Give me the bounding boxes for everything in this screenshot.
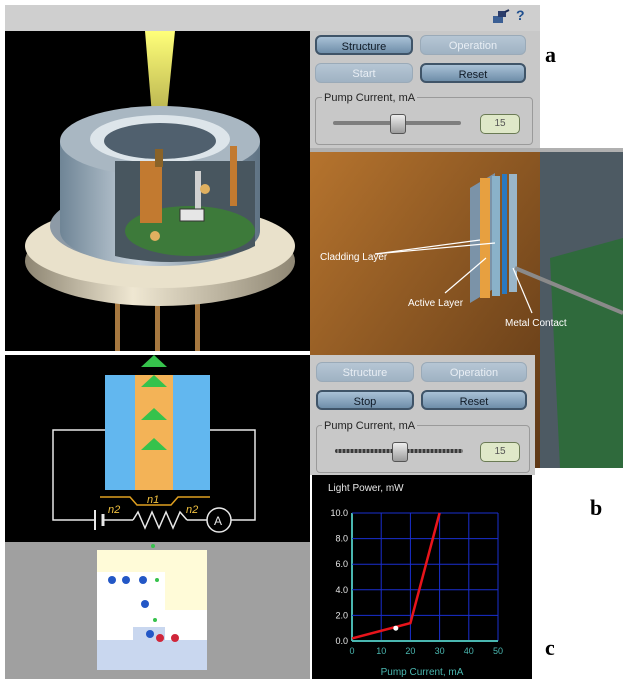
chart-x-tick-label: 0 xyxy=(349,646,354,656)
chart-x-axis-label: Pump Current, mA xyxy=(381,667,464,678)
chart-y-tick-label: 2.0 xyxy=(335,610,348,620)
n2-left-label: n2 xyxy=(108,504,120,516)
light-power-chart: Light Power, mW Pump Current, mA 0 10 20 30… xyxy=(312,475,532,679)
chart-x-tick-label: 10 xyxy=(376,646,386,656)
pin-middle xyxy=(155,286,160,351)
circuit-view: n2 n1 n2 A xyxy=(5,355,310,542)
reset-button-a[interactable]: Reset xyxy=(420,63,526,83)
chart-x-tick-label: 20 xyxy=(405,646,415,656)
active-layer-strip xyxy=(480,178,490,298)
pin-left xyxy=(115,281,120,351)
cladding-layer-label: Cladding Layer xyxy=(320,252,388,263)
laser-package-view xyxy=(5,31,310,351)
start-button-a[interactable]: Start xyxy=(315,63,413,83)
pump-label-a: Pump Current, mA xyxy=(322,92,418,104)
help-icon[interactable]: ? xyxy=(516,7,525,23)
pump-value-a[interactable]: 15 xyxy=(480,114,520,134)
chart-series-line xyxy=(351,512,441,640)
n1-label: n1 xyxy=(147,494,159,506)
stop-button-c[interactable]: Stop xyxy=(316,390,414,410)
top-toolbar xyxy=(5,5,540,31)
structure-button-a[interactable]: Structure xyxy=(315,35,413,55)
network-icon[interactable] xyxy=(492,9,510,25)
band-diagram-view xyxy=(5,542,310,679)
ammeter-label: A xyxy=(214,514,222,528)
pin-right xyxy=(195,281,200,351)
metal-contact-label: Metal Contact xyxy=(505,318,567,329)
chart-x-tick-label: 40 xyxy=(464,646,474,656)
pump-group-a xyxy=(315,97,533,145)
chart-y-tick-label: 4.0 xyxy=(335,585,348,595)
n2-right-label: n2 xyxy=(186,504,198,516)
figure-letter-b: b xyxy=(590,495,603,520)
resistor-icon xyxy=(132,510,188,530)
pump-value-c[interactable]: 15 xyxy=(480,442,520,462)
chart-title: Light Power, mW xyxy=(328,483,404,494)
operation-button-a[interactable]: Operation xyxy=(420,35,526,55)
active-layer-label: Active Layer xyxy=(408,298,464,309)
structure-button-c[interactable]: Structure xyxy=(316,362,414,382)
pump-slider-a-thumb[interactable] xyxy=(390,114,406,134)
chart-x-tick-label: 50 xyxy=(493,646,503,656)
chart-x-tick-label: 30 xyxy=(435,646,445,656)
chart-y-tick-label: 8.0 xyxy=(335,534,348,544)
chart-y-tick-label: 10.0 xyxy=(330,508,348,518)
operation-button-c[interactable]: Operation xyxy=(421,362,527,382)
pump-group-c xyxy=(316,425,530,473)
figure-letter-c: c xyxy=(545,635,555,660)
laser-mount xyxy=(140,161,162,223)
chart-operating-point xyxy=(393,625,399,631)
ammeter-icon xyxy=(206,507,232,533)
reset-button-c[interactable]: Reset xyxy=(421,390,527,410)
chart-y-tick-label: 6.0 xyxy=(335,559,348,569)
pump-label-c: Pump Current, mA xyxy=(322,420,418,432)
chart-y-tick-label: 0.0 xyxy=(335,636,348,646)
pump-slider-c-thumb[interactable] xyxy=(392,442,408,462)
figure-letter-a: a xyxy=(545,42,556,67)
